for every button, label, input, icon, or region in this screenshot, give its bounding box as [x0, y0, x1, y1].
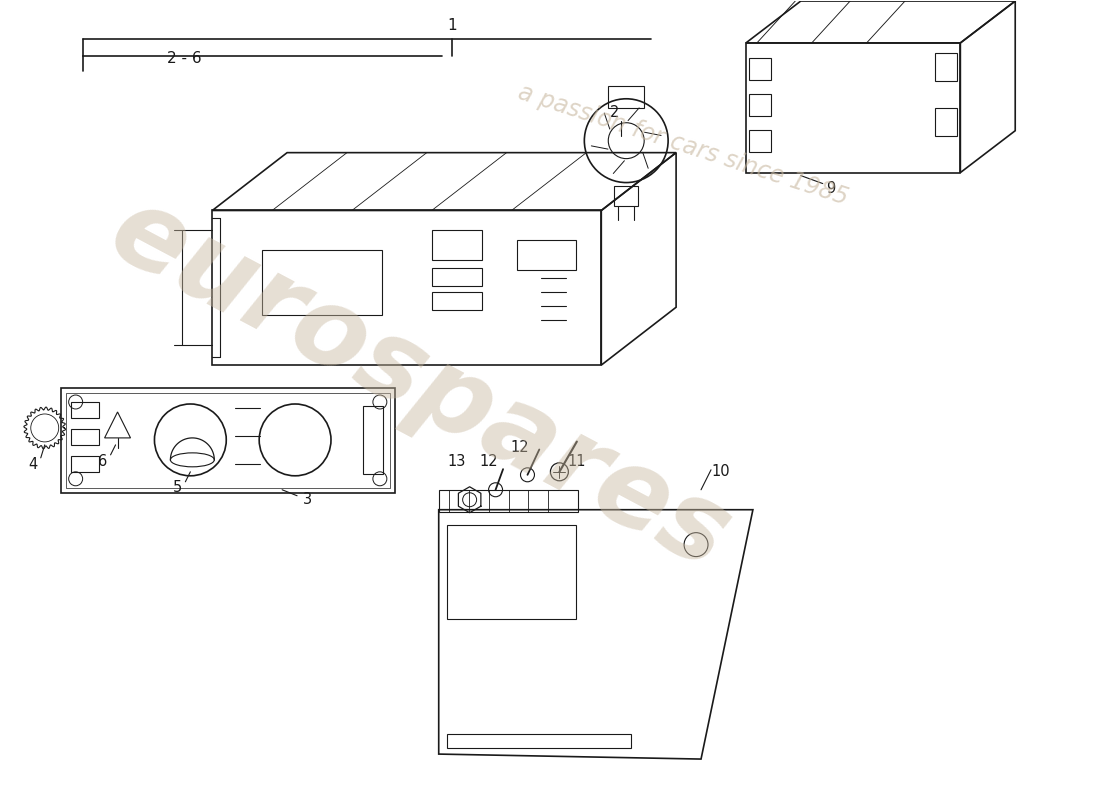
Bar	[212, 210, 602, 365]
Bar	[70, 429, 99, 445]
Text: 13: 13	[448, 454, 466, 470]
Text: 1: 1	[447, 18, 456, 34]
Text: 3: 3	[302, 492, 311, 507]
Bar	[66, 393, 389, 488]
Bar	[935, 108, 957, 136]
Bar	[447, 525, 576, 619]
Text: 9: 9	[826, 181, 835, 196]
Text: 11: 11	[568, 454, 585, 470]
Bar	[447, 734, 631, 748]
Text: 12: 12	[480, 454, 498, 470]
Bar	[70, 456, 99, 472]
Text: 2: 2	[609, 106, 619, 120]
Bar	[935, 53, 957, 81]
Bar	[262, 250, 382, 315]
Text: 6: 6	[98, 454, 107, 470]
Text: a passion for cars since 1985: a passion for cars since 1985	[515, 80, 851, 210]
Text: 12: 12	[510, 440, 529, 455]
Bar	[517, 241, 576, 270]
Text: eurospares: eurospares	[92, 176, 747, 592]
Bar	[70, 402, 99, 418]
Bar	[746, 43, 960, 173]
Text: 5: 5	[173, 480, 182, 495]
Text: 4: 4	[29, 458, 37, 472]
Bar	[439, 490, 579, 512]
Bar	[431, 268, 482, 286]
Bar	[363, 406, 383, 474]
Bar	[431, 230, 482, 260]
Bar	[749, 130, 771, 152]
Text: 10: 10	[712, 464, 730, 479]
Text: 2 - 6: 2 - 6	[167, 51, 202, 66]
Bar	[431, 292, 482, 310]
Bar	[749, 58, 771, 80]
Bar	[60, 388, 395, 493]
Bar	[608, 86, 645, 108]
Bar	[614, 186, 638, 206]
Bar	[749, 94, 771, 116]
